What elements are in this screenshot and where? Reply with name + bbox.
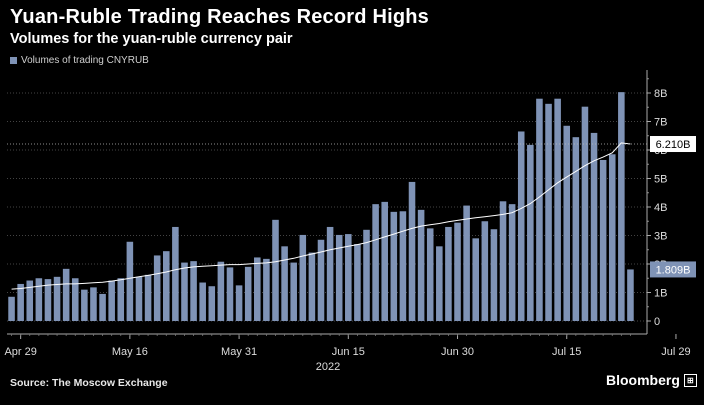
source-note: Source: The Moscow Exchange	[10, 377, 168, 389]
moving-average-callout-box	[650, 136, 696, 153]
data-bar	[408, 181, 416, 321]
data-bar	[226, 267, 234, 321]
data-bar	[508, 204, 516, 321]
brand-name: Bloomberg	[606, 372, 680, 388]
data-bar	[235, 285, 243, 321]
data-bar	[317, 239, 325, 321]
data-bar	[290, 262, 297, 321]
data-bar	[8, 296, 15, 321]
x-tick-label: Jul 15	[552, 346, 581, 358]
data-bar	[108, 280, 115, 321]
data-bar	[208, 286, 216, 321]
data-bar	[181, 262, 188, 321]
x-tick-label: Jul 29	[661, 346, 690, 358]
x-tick-label: Apr 29	[4, 346, 36, 358]
latest-volume-callout: 1.809B	[656, 264, 691, 276]
data-bar	[354, 244, 361, 321]
brand-logo: Bloomberg ⊞	[606, 372, 697, 388]
x-tick-label: May 16	[112, 346, 148, 358]
data-bar	[81, 289, 88, 321]
data-bar	[417, 209, 425, 321]
data-bar	[426, 228, 434, 321]
data-bar	[117, 278, 125, 321]
chart-title: Yuan-Ruble Trading Reaches Record Highs	[10, 6, 430, 28]
data-bar	[144, 274, 152, 321]
data-bar	[363, 229, 370, 321]
data-bar	[153, 255, 161, 321]
moving-average-line	[11, 142, 631, 290]
data-bar	[62, 268, 70, 321]
data-bar	[217, 261, 225, 321]
data-bar	[445, 226, 452, 321]
y-tick-label: 7B	[654, 117, 667, 129]
chart-subtitle: Volumes for the yuan-ruble currency pair	[10, 31, 293, 47]
data-bar	[299, 234, 307, 321]
data-bar	[527, 144, 534, 321]
data-bar	[627, 269, 634, 321]
x-tick-label: Jun 15	[332, 346, 365, 358]
data-bar	[71, 278, 79, 321]
year-label: 2022	[316, 361, 340, 373]
data-bar	[44, 279, 52, 321]
legend-swatch	[10, 57, 17, 64]
data-bar	[172, 226, 179, 321]
latest-volume-callout-box	[650, 261, 696, 278]
data-bar	[490, 229, 498, 321]
data-bar	[381, 201, 388, 321]
data-bar	[199, 282, 206, 321]
y-tick-label: 8B	[654, 88, 667, 100]
data-bar	[26, 280, 34, 321]
data-bar	[608, 154, 616, 321]
data-bar	[554, 98, 561, 321]
data-bar	[244, 266, 252, 321]
data-bar	[135, 276, 143, 321]
data-bar	[126, 241, 134, 321]
data-bar	[17, 283, 24, 321]
data-bar	[581, 106, 589, 322]
data-bar	[463, 205, 470, 321]
data-bar	[399, 211, 407, 321]
data-bar	[35, 278, 43, 321]
data-bar	[481, 221, 489, 321]
y-tick-label: 5B	[654, 174, 667, 186]
data-bar	[563, 125, 571, 322]
data-bar	[572, 137, 580, 321]
data-bar	[190, 261, 197, 321]
x-tick-label: May 31	[221, 346, 257, 358]
data-bar	[335, 234, 343, 321]
data-bar	[254, 257, 261, 321]
data-bar	[372, 204, 379, 321]
data-bar	[345, 234, 352, 321]
data-bar	[99, 293, 106, 321]
data-bar	[281, 246, 288, 321]
bloomberg-terminal-icon: ⊞	[683, 373, 697, 387]
data-bar	[272, 219, 279, 321]
data-bar	[472, 238, 480, 321]
x-tick-label: Jun 30	[441, 346, 474, 358]
data-bar	[326, 226, 334, 321]
y-tick-label: 0	[654, 316, 660, 328]
data-bar	[90, 287, 97, 321]
y-tick-label: 3B	[654, 231, 667, 243]
legend-label: Volumes of trading CNYRUB	[21, 55, 149, 66]
data-bar	[162, 251, 170, 321]
data-bar	[536, 98, 543, 321]
y-tick-label: 1B	[654, 288, 667, 300]
data-bar	[436, 246, 443, 321]
data-bar	[599, 159, 607, 321]
moving-average-callout: 6.210B	[656, 139, 691, 151]
data-bar	[454, 222, 461, 321]
data-bar	[618, 92, 625, 322]
data-bar	[499, 201, 507, 321]
legend: Volumes of trading CNYRUB	[10, 55, 149, 66]
data-bar	[590, 132, 598, 321]
data-bar	[545, 103, 552, 321]
data-bar	[263, 258, 270, 321]
data-bar	[53, 276, 61, 321]
data-bar	[308, 252, 316, 321]
y-tick-label: 4B	[654, 202, 667, 214]
data-bar	[517, 131, 525, 321]
data-bar	[390, 211, 398, 321]
